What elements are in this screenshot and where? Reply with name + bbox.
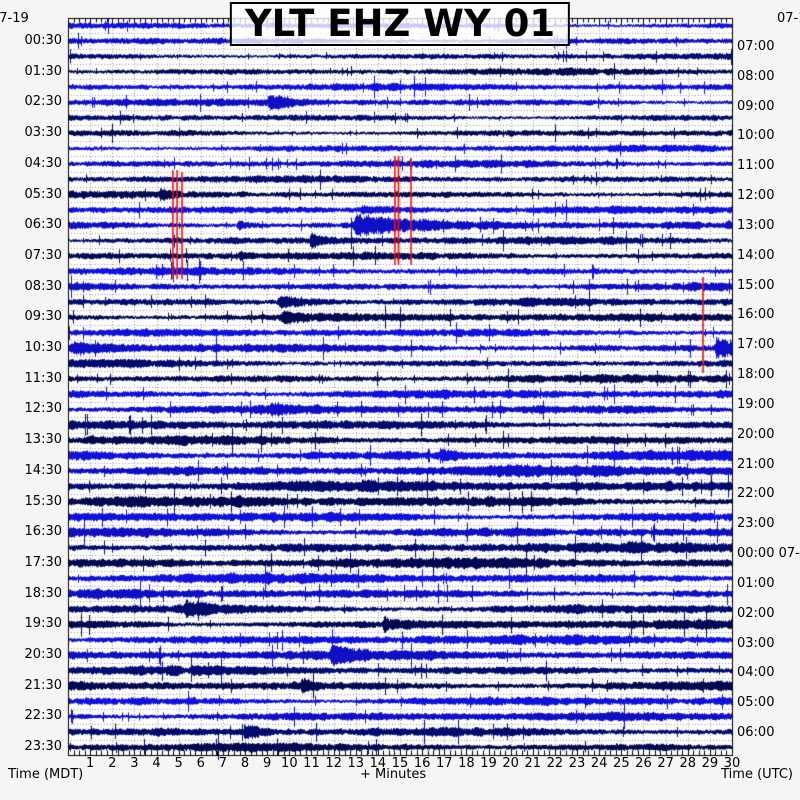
left-time-label: 23:30 [24,739,62,755]
minute-label: 7 [218,756,228,771]
right-time-label: 01:00 [737,575,775,591]
minute-label: 9 [263,756,272,771]
left-time-label: 15:30 [24,493,62,509]
minute-label: 21 [524,756,542,771]
left-time-label: 01:30 [24,63,62,79]
right-time-label: 18:00 [737,367,775,383]
minute-label: 28 [679,756,696,771]
minute-label: 11 [303,756,320,771]
left-time-label: 09:30 [24,309,62,325]
axis-title-minutes: + Minutes [360,767,427,782]
minute-label: 18 [458,756,475,771]
minute-label: 5 [174,756,183,771]
minute-label: 6 [196,756,205,771]
minute-label: 27 [657,756,674,771]
right-time-label: 07:00 [737,39,775,54]
right-time-label: 02:00 [737,605,775,621]
date-top-left: 07-19 [0,11,29,26]
left-time-label: 14:30 [24,462,62,478]
left-time-label: 19:30 [24,616,62,632]
minute-label: 19 [480,756,497,771]
right-time-label: 00:00 07-20 [737,546,800,562]
title-box: YLT EHZ WY 01 [229,2,571,46]
minute-label: 26 [635,756,652,771]
minute-label: 16 [413,756,431,771]
date-top-right: 07-19 [777,11,800,26]
minute-label: 4 [152,756,161,771]
left-time-label: 05:30 [24,186,62,202]
minute-label: 15 [391,756,409,771]
left-time-label: 03:30 [24,125,62,141]
left-time-label: 13:30 [24,432,62,448]
right-time-label: 08:00 [737,68,775,84]
left-time-label: 20:30 [24,647,62,662]
minute-label: 23 [568,756,586,771]
minute-label: 25 [613,756,630,771]
right-time-label: 17:00 [737,337,775,353]
minute-label: 8 [240,756,250,771]
right-time-label: 15:00 [737,277,775,293]
left-time-label: 08:30 [24,278,62,294]
right-time-label: 19:00 [737,396,775,412]
left-time-label: 11:30 [24,370,62,386]
minute-label: 30 [723,756,741,771]
left-time-label: 02:30 [24,94,62,110]
left-time-label: 07:30 [24,247,62,263]
minute-label: 3 [130,756,139,771]
right-time-label: 23:00 [737,516,775,532]
right-time-label: 13:00 [737,217,775,233]
right-time-label: 16:00 [737,307,775,323]
right-time-label: 05:00 [737,695,775,711]
axis-title-utc: Time (UTC) [721,767,793,782]
minute-label: 22 [546,756,564,771]
minute-label: 20 [502,756,519,771]
right-time-label: 03:00 [737,635,775,651]
page-title: YLT EHZ WY 01 [244,2,556,45]
right-time-label: 04:00 [737,665,775,681]
right-time-label: 21:00 [737,456,775,472]
minute-label: 12 [325,756,342,771]
right-time-label: 14:00 [737,247,775,263]
minute-label: 10 [281,756,298,771]
right-time-label: 09:00 [737,98,775,114]
left-time-label: 12:30 [24,401,62,417]
right-time-label: 12:00 [737,188,775,204]
left-time-label: 22:30 [24,708,62,724]
right-time-label: 20:00 [737,426,775,442]
minute-label: 1 [85,756,95,771]
minute-label: 14 [369,756,387,771]
minute-label: 29 [701,756,719,771]
axis-title-mdt: Time (MDT) [8,767,84,782]
left-time-label: 06:30 [24,217,62,233]
left-time-label: 04:30 [24,155,62,171]
left-time-label: 18:30 [24,585,62,601]
left-time-label: 10:30 [24,340,62,355]
right-time-label: 22:00 [737,486,775,502]
left-time-label: 16:30 [24,524,62,540]
right-time-label: 06:00 [737,725,775,741]
left-time-label: 21:30 [24,677,62,693]
minute-label: 24 [590,756,608,771]
right-time-label: 11:00 [737,158,775,174]
minute-label: 17 [435,756,453,771]
left-time-label: 00:30 [24,33,62,48]
left-time-label: 17:30 [24,554,62,570]
right-time-label: 10:00 [737,128,775,144]
minute-label: 13 [347,756,364,771]
minute-label: 2 [108,756,117,771]
